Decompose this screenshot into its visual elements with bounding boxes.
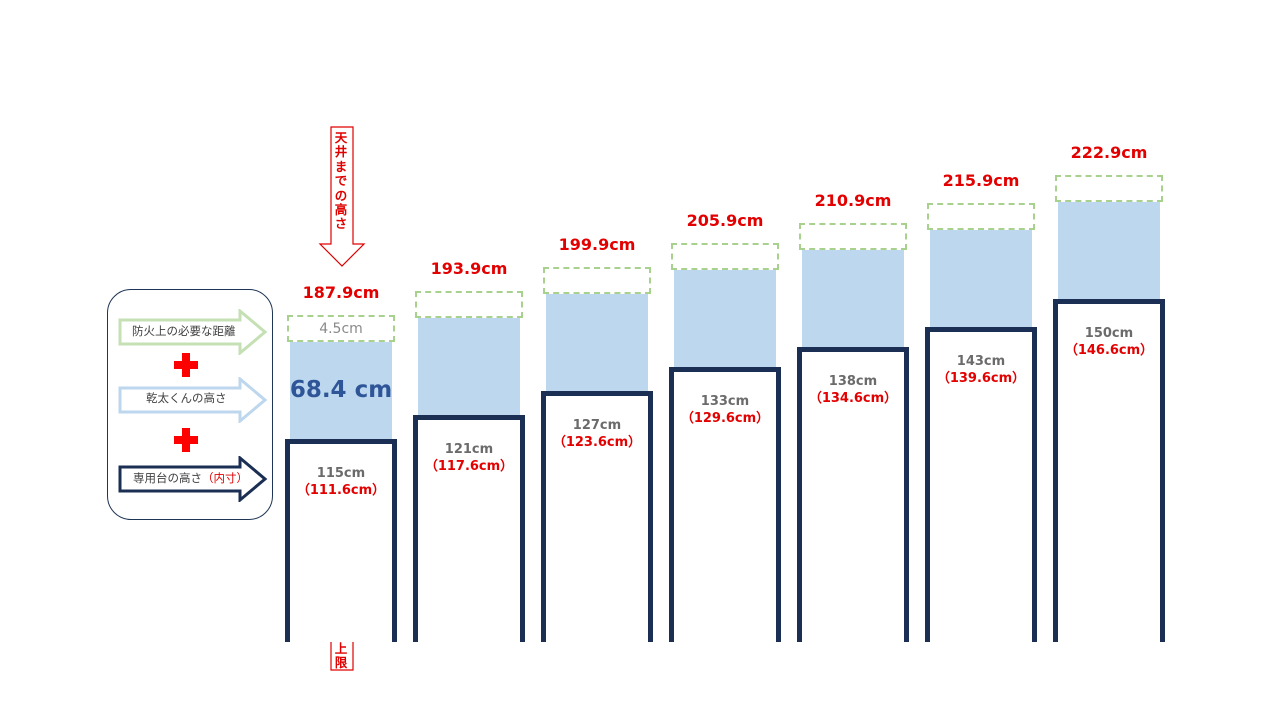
stand-bar bbox=[669, 367, 781, 642]
arrow-right-icon bbox=[118, 309, 268, 355]
legend-box bbox=[107, 289, 273, 520]
inner-height-label: （139.6cm） bbox=[936, 371, 1026, 386]
stand-height-label: 143cm bbox=[956, 354, 1006, 369]
plus-icon bbox=[174, 428, 198, 452]
stand-height-label: 138cm bbox=[828, 374, 878, 389]
fire-gap-box bbox=[1055, 175, 1163, 202]
ceiling-height-label: 天井までの高さ bbox=[334, 130, 348, 232]
dryer-bar bbox=[1058, 202, 1160, 299]
inner-height-label: （129.6cm） bbox=[680, 411, 770, 426]
dryer-bar bbox=[802, 250, 904, 347]
stand-height-label: 121cm bbox=[444, 442, 494, 457]
arrow-down-icon bbox=[318, 126, 366, 267]
fire-gap-box bbox=[927, 203, 1035, 230]
dryer-bar bbox=[930, 230, 1032, 327]
stand-height-label: 127cm bbox=[572, 418, 622, 433]
legend-label-dryer-height: 乾太くんの高さ bbox=[146, 391, 227, 405]
stand-height-label: 150cm bbox=[1084, 326, 1134, 341]
fire-gap-box bbox=[287, 315, 395, 342]
dryer-bar bbox=[674, 270, 776, 367]
fire-gap-box bbox=[415, 291, 523, 318]
inner-height-label: （111.6cm） bbox=[296, 483, 386, 498]
stand-bar bbox=[541, 391, 653, 642]
stand-bar bbox=[413, 415, 525, 642]
total-height-label: 210.9cm bbox=[814, 191, 892, 210]
total-height-label: 215.9cm bbox=[942, 171, 1020, 190]
stand-bar bbox=[285, 439, 397, 642]
inner-height-label: （117.6cm） bbox=[424, 459, 514, 474]
legend-label-fire-distance: 防火上の必要な距離 bbox=[132, 324, 236, 338]
stand-bar bbox=[925, 327, 1037, 642]
stand-height-label: 115cm bbox=[316, 466, 366, 481]
total-height-label: 222.9cm bbox=[1070, 143, 1148, 162]
dryer-bar bbox=[290, 342, 392, 439]
plus-icon bbox=[174, 353, 198, 377]
legend-label-stand-text: 専用台の高さ bbox=[133, 471, 202, 485]
fire-gap-box bbox=[671, 243, 779, 270]
inner-height-label: （146.6cm） bbox=[1064, 343, 1154, 358]
stand-height-label: 133cm bbox=[700, 394, 750, 409]
arrow-right-icon bbox=[118, 456, 268, 502]
total-height-label: 187.9cm bbox=[302, 283, 380, 302]
total-height-label: 193.9cm bbox=[430, 259, 508, 278]
dryer-bar bbox=[546, 294, 648, 391]
fire-gap-label: 4.5cm bbox=[319, 321, 363, 337]
dryer-height-label: 68.4 cm bbox=[289, 377, 393, 403]
total-height-label: 199.9cm bbox=[558, 235, 636, 254]
legend-label-stand-height: 専用台の高さ（内寸） bbox=[133, 471, 248, 485]
dryer-bar bbox=[418, 318, 520, 415]
stand-bar bbox=[1053, 299, 1165, 642]
inner-height-label: （123.6cm） bbox=[552, 435, 642, 450]
inner-height-label: （134.6cm） bbox=[808, 391, 898, 406]
legend-label-inner-note: （内寸） bbox=[202, 471, 248, 485]
fire-gap-box bbox=[799, 223, 907, 250]
arrow-right-icon bbox=[118, 377, 268, 423]
stand-bar bbox=[797, 347, 909, 642]
fire-gap-box bbox=[543, 267, 651, 294]
total-height-label: 205.9cm bbox=[686, 211, 764, 230]
